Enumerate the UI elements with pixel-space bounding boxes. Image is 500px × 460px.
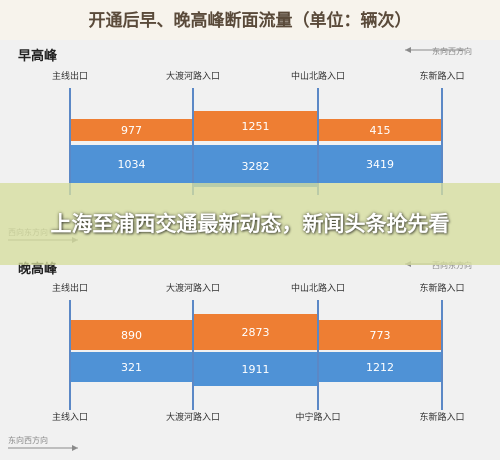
direction-arrow-bottom-head — [72, 445, 78, 451]
bar-value-label: 2873 — [242, 326, 270, 339]
bar-value-label: 773 — [370, 329, 391, 342]
bar-segment — [319, 352, 441, 382]
station-label-top: 大渡河路入口 — [166, 282, 220, 294]
chart-title: 开通后早、晚高峰断面流量（单位：辆次） — [89, 10, 412, 31]
direction-arrow-bottom — [8, 445, 78, 451]
bar-segment — [319, 119, 441, 141]
bar-value-label: 3282 — [242, 160, 270, 173]
direction-arrow-top — [405, 47, 465, 53]
station-label-top: 大渡河路入口 — [166, 70, 220, 82]
bar-value-label: 1034 — [118, 158, 146, 171]
bar-segment — [319, 145, 441, 183]
bar-segment — [194, 352, 317, 386]
direction-arrow-top-head — [405, 47, 411, 53]
bar-value-label: 890 — [121, 329, 142, 342]
station-label-top: 主线出口 — [52, 282, 88, 294]
direction-label-bottom: 东向西方向 — [8, 435, 48, 445]
bar-value-label: 321 — [121, 361, 142, 374]
bar-value-label: 415 — [370, 124, 391, 137]
station-label-bottom: 大渡河路入口 — [166, 411, 220, 423]
station-label-top: 东新路入口 — [419, 282, 464, 294]
panel-label: 晚高峰 — [18, 261, 58, 277]
bar-segment — [319, 320, 441, 350]
station-label-bottom: 主线入口 — [52, 411, 88, 423]
bar-segment — [71, 119, 192, 141]
direction-label-top: 西向东方向 — [432, 260, 472, 270]
bar-value-label: 977 — [121, 124, 142, 137]
station-label-top: 东新路入口 — [419, 70, 464, 82]
station-label-bottom: 中宁路入口 — [295, 411, 340, 423]
bar-value-label: 3419 — [366, 158, 394, 171]
bar-value-label: 1212 — [366, 361, 394, 374]
headline-text: 上海至浦西交通最新动态，新闻头条抢先看 — [50, 212, 450, 236]
bar-value-label: 1251 — [242, 120, 270, 133]
station-label-top: 中山北路入口 — [291, 282, 345, 294]
direction-label-top: 东向西方向 — [432, 46, 472, 56]
bar-segment — [194, 145, 317, 187]
bar-segment — [71, 352, 192, 382]
station-label-top: 中山北路入口 — [291, 70, 345, 82]
panel-label: 早高峰 — [18, 48, 58, 64]
bar-segment — [71, 320, 192, 350]
bar-segment — [194, 111, 317, 141]
bar-value-label: 1911 — [242, 363, 270, 376]
bar-segment — [71, 145, 192, 183]
headline-overlay: 上海至浦西交通最新动态，新闻头条抢先看 — [0, 183, 500, 265]
header-background — [0, 0, 500, 40]
station-label-top: 主线出口 — [52, 70, 88, 82]
bar-segment — [194, 314, 317, 350]
station-label-bottom: 东新路入口 — [419, 411, 464, 423]
